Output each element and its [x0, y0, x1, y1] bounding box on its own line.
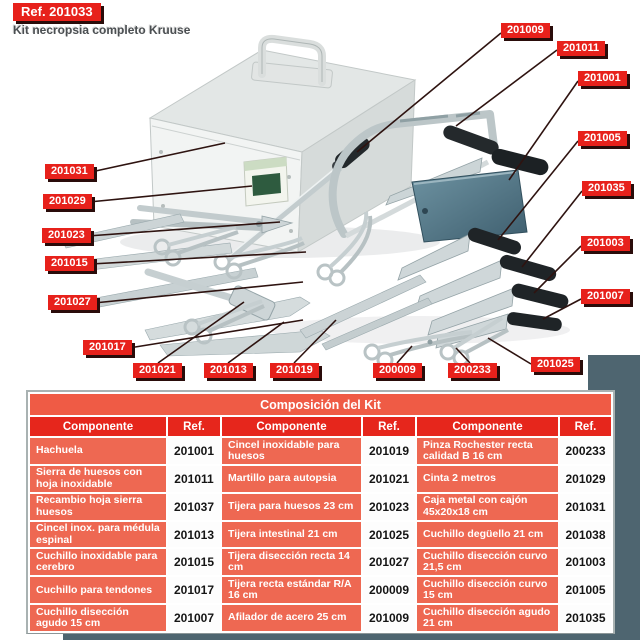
page-edge-strip — [588, 355, 640, 392]
kit-table-header-row: Componente Ref. Componente Ref. Componen… — [30, 417, 611, 436]
table-row: Cuchillo para tendones 201017 Tijera recta… — [30, 577, 611, 604]
component-cell: Cinta 2 metros — [417, 465, 558, 492]
column-header: Componente — [417, 417, 558, 436]
ref-cell: 201021 — [363, 465, 415, 492]
ref-cell: 201023 — [363, 493, 415, 520]
tape-box-icon — [243, 156, 289, 207]
ref-label-201021: 201021 — [133, 363, 182, 379]
ref-cell: 201013 — [168, 521, 220, 548]
ref-cell: 200009 — [363, 577, 415, 604]
ref-cell: 201001 — [168, 438, 220, 464]
component-cell: Pinza Rochester recta calidad B 16 cm — [417, 438, 558, 464]
ref-label-201015: 201015 — [45, 256, 94, 272]
component-cell: Cuchillo disección curvo 21,5 cm — [417, 549, 558, 576]
ref-cell: 201015 — [168, 549, 220, 576]
ref-cell: 201019 — [363, 438, 415, 464]
ref-cell: 201029 — [560, 465, 611, 492]
ref-label-201005: 201005 — [578, 131, 627, 147]
ref-label-201001: 201001 — [578, 71, 627, 87]
table-row: Sierra de huesos con hoja inoxidable 2010… — [30, 465, 611, 492]
ref-label-201003: 201003 — [581, 236, 630, 252]
kit-table-title: Composición del Kit — [30, 394, 611, 415]
ref-cell: 201027 — [363, 549, 415, 576]
ref-label-201023: 201023 — [42, 228, 91, 244]
component-cell: Cuchillo degüello 21 cm — [417, 521, 558, 548]
knife-fan — [397, 227, 569, 349]
ref-label-201029: 201029 — [43, 194, 92, 210]
table-row: Recambio hoja sierra huesos 201037 Tijera … — [30, 493, 611, 520]
ref-label-200233: 200233 — [448, 363, 497, 379]
component-cell: Cuchillo disección curvo 15 cm — [417, 577, 558, 604]
ref-label-201013: 201013 — [204, 363, 253, 379]
component-cell: Tijera para huesos 23 cm — [222, 493, 361, 520]
ref-cell: 201003 — [560, 549, 611, 576]
component-cell: Tijera disección recta 14 cm — [222, 549, 361, 576]
ref-label-201035: 201035 — [582, 181, 631, 197]
component-cell: Cuchillo disección agudo 15 cm — [30, 605, 166, 632]
table-row: Hachuela 201001 Cincel inoxidable para hue… — [30, 438, 611, 464]
component-cell: Hachuela — [30, 438, 166, 464]
page-edge-strip — [615, 392, 640, 640]
ref-cell: 200233 — [560, 438, 611, 464]
ref-cell: 201038 — [560, 521, 611, 548]
ref-cell: 201031 — [560, 493, 611, 520]
table-row: Cincel inox. para médula espinal 201013 Ti… — [30, 521, 611, 548]
ref-cell: 201005 — [560, 577, 611, 604]
component-cell: Afilador de acero 25 cm — [222, 605, 361, 632]
ref-label-201031: 201031 — [45, 164, 94, 180]
curved-forceps-icon — [316, 211, 373, 287]
column-header: Componente — [222, 417, 361, 436]
component-cell: Recambio hoja sierra huesos — [30, 493, 166, 520]
component-cell: Cuchillo para tendones — [30, 577, 166, 604]
component-cell: Tijera intestinal 21 cm — [222, 521, 361, 548]
component-cell: Sierra de huesos con hoja inoxidable — [30, 465, 166, 492]
ref-cell: 201017 — [168, 577, 220, 604]
column-header: Ref. — [168, 417, 220, 436]
ref-badge: Ref. 201033 — [13, 3, 101, 21]
component-cell: Cincel inoxidable para huesos — [222, 438, 361, 464]
component-cell: Cuchillo inoxidable para cerebro — [30, 549, 166, 576]
table-row: Cuchillo disección agudo 15 cm 201007 Afil… — [30, 605, 611, 632]
product-photo-illustration — [61, 34, 570, 369]
knife-icon — [397, 227, 521, 281]
ref-label-201025: 201025 — [531, 357, 580, 373]
component-cell: Cuchillo disección agudo 21 cm — [417, 605, 558, 632]
ref-label-201027: 201027 — [48, 295, 97, 311]
ref-label-200009: 200009 — [373, 363, 422, 379]
page-edge-strip — [63, 634, 640, 640]
component-cell: Caja metal con cajón 45x20x18 cm — [417, 493, 558, 520]
ref-cell: 201035 — [560, 605, 611, 632]
column-header: Ref. — [560, 417, 611, 436]
column-header: Componente — [30, 417, 166, 436]
kit-table-body: Hachuela 201001 Cincel inoxidable para hue… — [30, 438, 611, 632]
ref-cell: 201007 — [168, 605, 220, 632]
ref-label-201009: 201009 — [501, 23, 550, 39]
ref-cell: 201025 — [363, 521, 415, 548]
ref-label-201011: 201011 — [557, 41, 606, 57]
ref-label-201007: 201007 — [581, 289, 630, 305]
component-cell: Cincel inox. para médula espinal — [30, 521, 166, 548]
component-cell: Martillo para autopsia — [222, 465, 361, 492]
page-title: Kit necropsia completo Kruuse — [13, 23, 191, 37]
ref-label-201019: 201019 — [270, 363, 319, 379]
table-row: Cuchillo inoxidable para cerebro 201015 Ti… — [30, 549, 611, 576]
column-header: Ref. — [363, 417, 415, 436]
ref-cell: 201011 — [168, 465, 220, 492]
ref-label-201017: 201017 — [83, 340, 132, 356]
ref-cell: 201037 — [168, 493, 220, 520]
kit-table: Composición del Kit Componente Ref. Comp… — [26, 390, 615, 634]
component-cell: Tijera recta estándar R/A 16 cm — [222, 577, 361, 604]
ref-cell: 201009 — [363, 605, 415, 632]
